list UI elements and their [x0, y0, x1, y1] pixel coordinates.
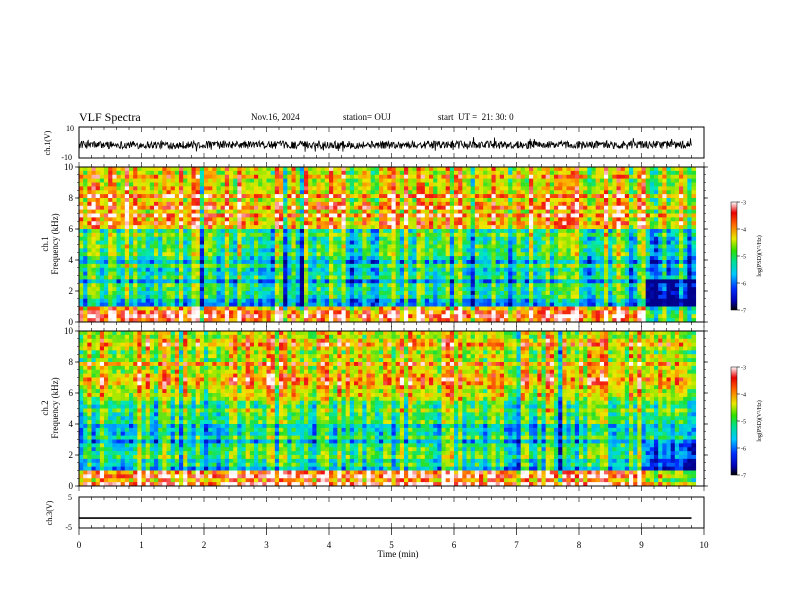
ch1-spectrogram-panel: 0 2 4 6 8 10 ch.1 Frequency (kHz) [40, 162, 708, 327]
station-label: station= OUJ [343, 112, 391, 122]
xtick-label: 2 [202, 540, 207, 550]
ytick-label: 8 [69, 193, 74, 203]
colorbar-label: log(PSD)(V²/Hz) [756, 400, 763, 441]
ch2-colorbar: -3 -4 -5 -6 -7 log(PSD)(V²/Hz) [730, 366, 763, 480]
ytick-label: 10 [64, 326, 74, 336]
ch1-waveform-ylabel: ch.1(V) [43, 130, 52, 155]
colorbar-label: log(PSD)(V²/Hz) [756, 235, 763, 276]
colorbar-tick-label: -4 [741, 228, 746, 234]
xtick-label: 8 [577, 540, 582, 550]
xtick-label: 4 [327, 540, 332, 550]
ch2-spec-ylabel-channel: ch.2 [40, 400, 50, 415]
time-axis: 0 1 2 3 4 5 6 7 8 9 10 [77, 528, 709, 550]
ch1-spec-ylabel-frequency: Frequency (kHz) [50, 213, 60, 274]
ytick-label: 8 [69, 357, 74, 367]
xtick-label: 1 [139, 540, 144, 550]
ytick-label: 2 [69, 286, 74, 296]
ch1-ytick-top: 10 [66, 124, 74, 133]
ch1-waveform-line [78, 137, 692, 153]
colorbar-tick-label: -3 [741, 201, 746, 207]
xtick-label: 10 [700, 540, 710, 550]
xtick-label: 3 [264, 540, 269, 550]
ch3-ytick-bottom: -5 [65, 523, 72, 532]
colorbar-tick-label: -6 [741, 282, 746, 288]
xtick-label: 9 [639, 540, 644, 550]
colorbar-gradient [730, 201, 738, 311]
ch2-spectrogram-panel: 0 2 4 6 8 10 ch.2 Frequency (kHz) [40, 326, 708, 491]
colorbar-tick-label: -7 [741, 474, 746, 480]
time-axis-label: Time (min) [378, 549, 419, 559]
ch1-waveform-panel: 10 -10 ch.1(V) [43, 124, 705, 162]
xtick-label: 6 [452, 540, 457, 550]
ch2-spectrogram-heatmap [79, 331, 697, 486]
ch1-ytick-bottom: -10 [61, 153, 72, 162]
colorbar-tick-label: -5 [741, 255, 746, 261]
colorbar-gradient [730, 366, 738, 476]
ytick-label: 10 [64, 162, 74, 172]
ytick-label: 2 [69, 450, 74, 460]
figure-title: VLF Spectra [79, 110, 141, 124]
colorbar-tick-label: -3 [741, 366, 746, 372]
ytick-label: 0 [69, 317, 74, 327]
xtick-label: 7 [514, 540, 519, 550]
ytick-label: 4 [69, 419, 74, 429]
ch3-waveform-panel: 5 -5 ch.3(V) [45, 493, 705, 532]
ch1-spectrogram-heatmap [79, 167, 697, 322]
colorbar-tick-label: -5 [741, 420, 746, 426]
ch3-waveform-frame [78, 496, 705, 529]
colorbar-tick-label: -7 [741, 309, 746, 315]
xtick-label: 5 [389, 540, 394, 550]
ch2-spec-ylabel-frequency: Frequency (kHz) [50, 377, 60, 438]
ytick-label: 4 [69, 255, 74, 265]
ytick-label: 0 [69, 481, 74, 491]
colorbar-tick-label: -6 [741, 447, 746, 453]
start-time-label: start UT = 21: 30: 0 [438, 112, 514, 122]
ch3-ytick-top: 5 [68, 493, 72, 502]
xtick-label: 0 [77, 540, 82, 550]
ytick-label: 6 [69, 224, 74, 234]
ch1-colorbar: -3 -4 -5 -6 -7 log(PSD)(V²/Hz) [730, 201, 763, 315]
ch1-spec-ylabel-channel: ch.1 [40, 236, 50, 251]
ytick-label: 6 [69, 388, 74, 398]
ch3-waveform-ylabel: ch.3(V) [45, 500, 54, 525]
colorbar-tick-label: -4 [741, 393, 746, 399]
date-label: Nov.16, 2024 [251, 112, 300, 122]
